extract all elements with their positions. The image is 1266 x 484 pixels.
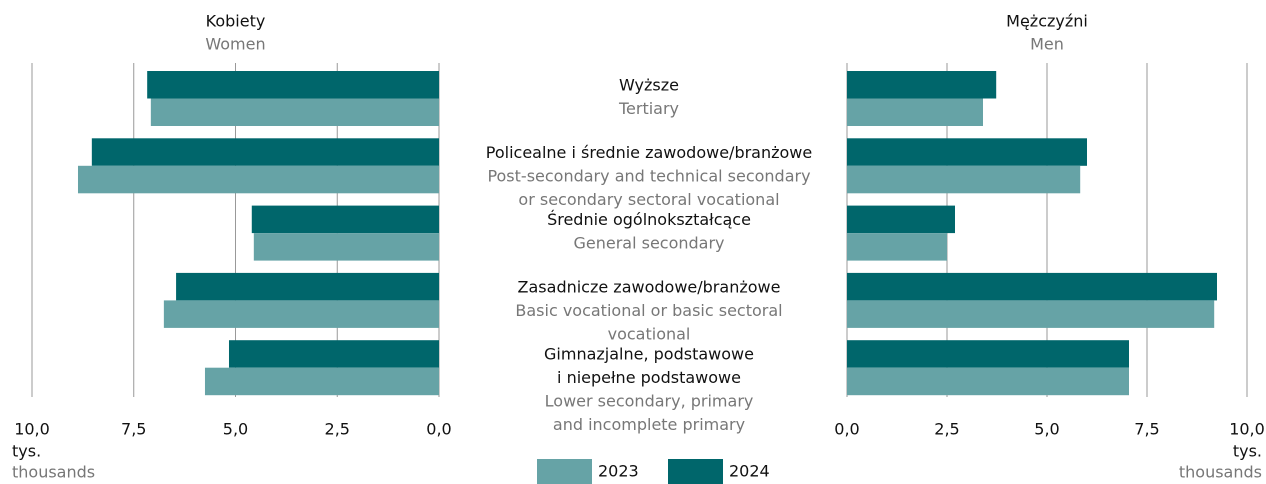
bar — [847, 272, 1217, 301]
bar — [77, 165, 439, 194]
bar — [251, 205, 439, 234]
bar — [847, 205, 955, 234]
category-label-en: General secondary — [573, 234, 724, 253]
bar — [176, 272, 439, 301]
bar — [847, 71, 997, 99]
legend-swatch — [537, 459, 592, 484]
x-axis-label-en: thousands — [12, 463, 95, 482]
x-tick-label: 10,0 — [1229, 420, 1265, 439]
category-label: i niepełne podstawowe — [557, 368, 741, 387]
category-label: Wyższe — [619, 76, 679, 95]
x-tick-label: 2,5 — [934, 420, 959, 439]
bar — [847, 98, 983, 126]
legend-label: 2023 — [598, 462, 639, 481]
x-tick-label: 7,5 — [1134, 420, 1159, 439]
chart-subtitle: Men — [1030, 35, 1064, 54]
bar — [228, 340, 439, 368]
chart-title: Kobiety — [206, 12, 266, 31]
category-label: Gimnazjalne, podstawowe — [544, 345, 754, 364]
bar — [147, 71, 439, 99]
bar — [204, 367, 439, 396]
x-axis-label: tys. — [12, 442, 41, 461]
category-label-en: and incomplete primary — [553, 415, 745, 434]
bar — [91, 138, 439, 166]
bar — [163, 300, 440, 328]
category-label: Zasadnicze zawodowe/branżowe — [518, 277, 781, 296]
x-tick-label: 0,0 — [426, 420, 451, 439]
bar — [847, 138, 1087, 166]
x-axis-label-en: thousands — [1179, 463, 1262, 482]
legend-label: 2024 — [729, 462, 770, 481]
x-tick-label: 0,0 — [834, 420, 859, 439]
bar — [847, 340, 1129, 368]
x-tick-label: 5,0 — [1034, 420, 1059, 439]
chart-title: Mężczyźni — [1006, 12, 1088, 31]
chart-subtitle: Women — [205, 35, 265, 54]
bar — [253, 233, 439, 261]
x-tick-label: 2,5 — [325, 420, 350, 439]
bar — [847, 367, 1129, 396]
bar — [847, 233, 947, 261]
category-label-en: Lower secondary, primary — [545, 392, 754, 411]
x-tick-label: 10,0 — [14, 420, 50, 439]
category-label: Średnie ogólnokształcące — [547, 210, 751, 229]
bar — [150, 98, 439, 126]
category-label-en: or secondary sectoral vocational — [518, 190, 779, 209]
x-tick-label: 5,0 — [223, 420, 248, 439]
legend-swatch — [668, 459, 723, 484]
category-label: Policealne i średnie zawodowe/branżowe — [486, 143, 812, 162]
bar — [847, 300, 1215, 328]
x-tick-label: 7,5 — [121, 420, 146, 439]
bar — [847, 165, 1081, 194]
category-label-en: Post-secondary and technical secondary — [487, 166, 810, 185]
category-label-en: Basic vocational or basic sectoral — [515, 301, 782, 320]
category-label-en: vocational — [608, 324, 691, 343]
x-axis-label: tys. — [1233, 442, 1262, 461]
category-label-en: Tertiary — [618, 99, 679, 118]
